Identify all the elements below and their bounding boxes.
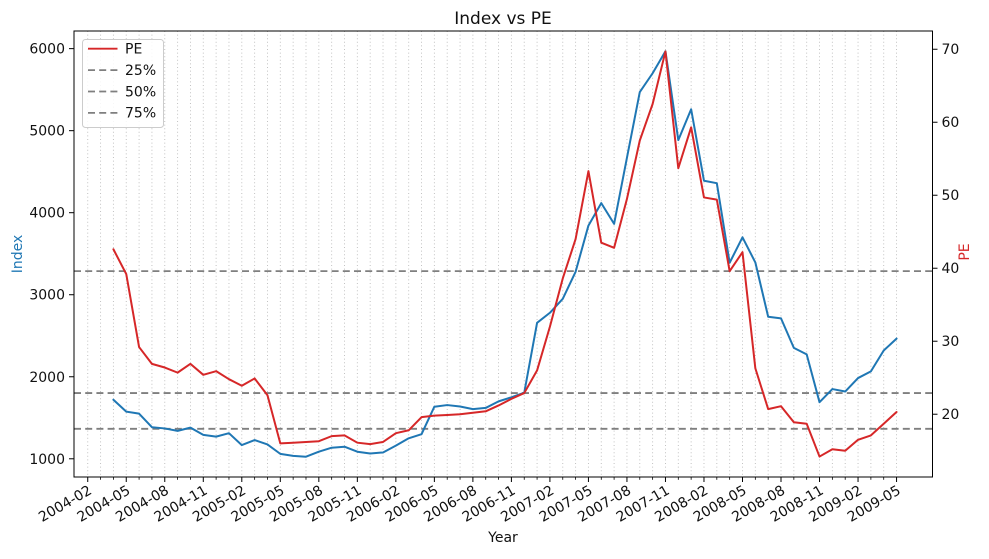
series-layer — [112, 50, 898, 458]
y-axis-label-left: Index — [10, 235, 26, 274]
legend-label-50%: 50% — [125, 84, 156, 100]
index-line — [112, 50, 898, 458]
quantile-lines-layer — [74, 270, 933, 430]
y-left-tick-label: 1000 — [29, 452, 65, 468]
legend-label-25%: 25% — [125, 63, 156, 79]
y-right-tick-label: 20 — [942, 407, 960, 423]
x-axis-label: Year — [487, 530, 518, 546]
y-right-tick-label: 40 — [942, 261, 960, 277]
y-right-tick-label: 50 — [942, 188, 960, 204]
y-left-tick-label: 6000 — [29, 42, 65, 58]
y-left-tick-label: 4000 — [29, 206, 65, 222]
y-left-tick-label: 3000 — [29, 288, 65, 304]
legend-box — [82, 39, 164, 128]
pe-line — [112, 50, 898, 458]
legend-label-75%: 75% — [125, 106, 156, 122]
y-left-tick-label: 2000 — [29, 370, 65, 386]
legend-label-PE: PE — [125, 42, 142, 58]
y-axis-label-right: PE — [957, 243, 973, 260]
y-right-tick-label: 60 — [942, 115, 960, 131]
axes-layer: 2004-022004-052004-082004-112005-022005-… — [29, 30, 960, 526]
grid-layer — [87, 31, 898, 477]
legend: PE 25% 50% 75% — [82, 39, 164, 128]
y-right-tick-label: 30 — [942, 334, 960, 350]
plot-spines — [73, 30, 933, 478]
y-left-tick-label: 5000 — [29, 124, 65, 140]
y-right-tick-label: 70 — [942, 42, 960, 58]
chart-title: Index vs PE — [454, 9, 552, 29]
